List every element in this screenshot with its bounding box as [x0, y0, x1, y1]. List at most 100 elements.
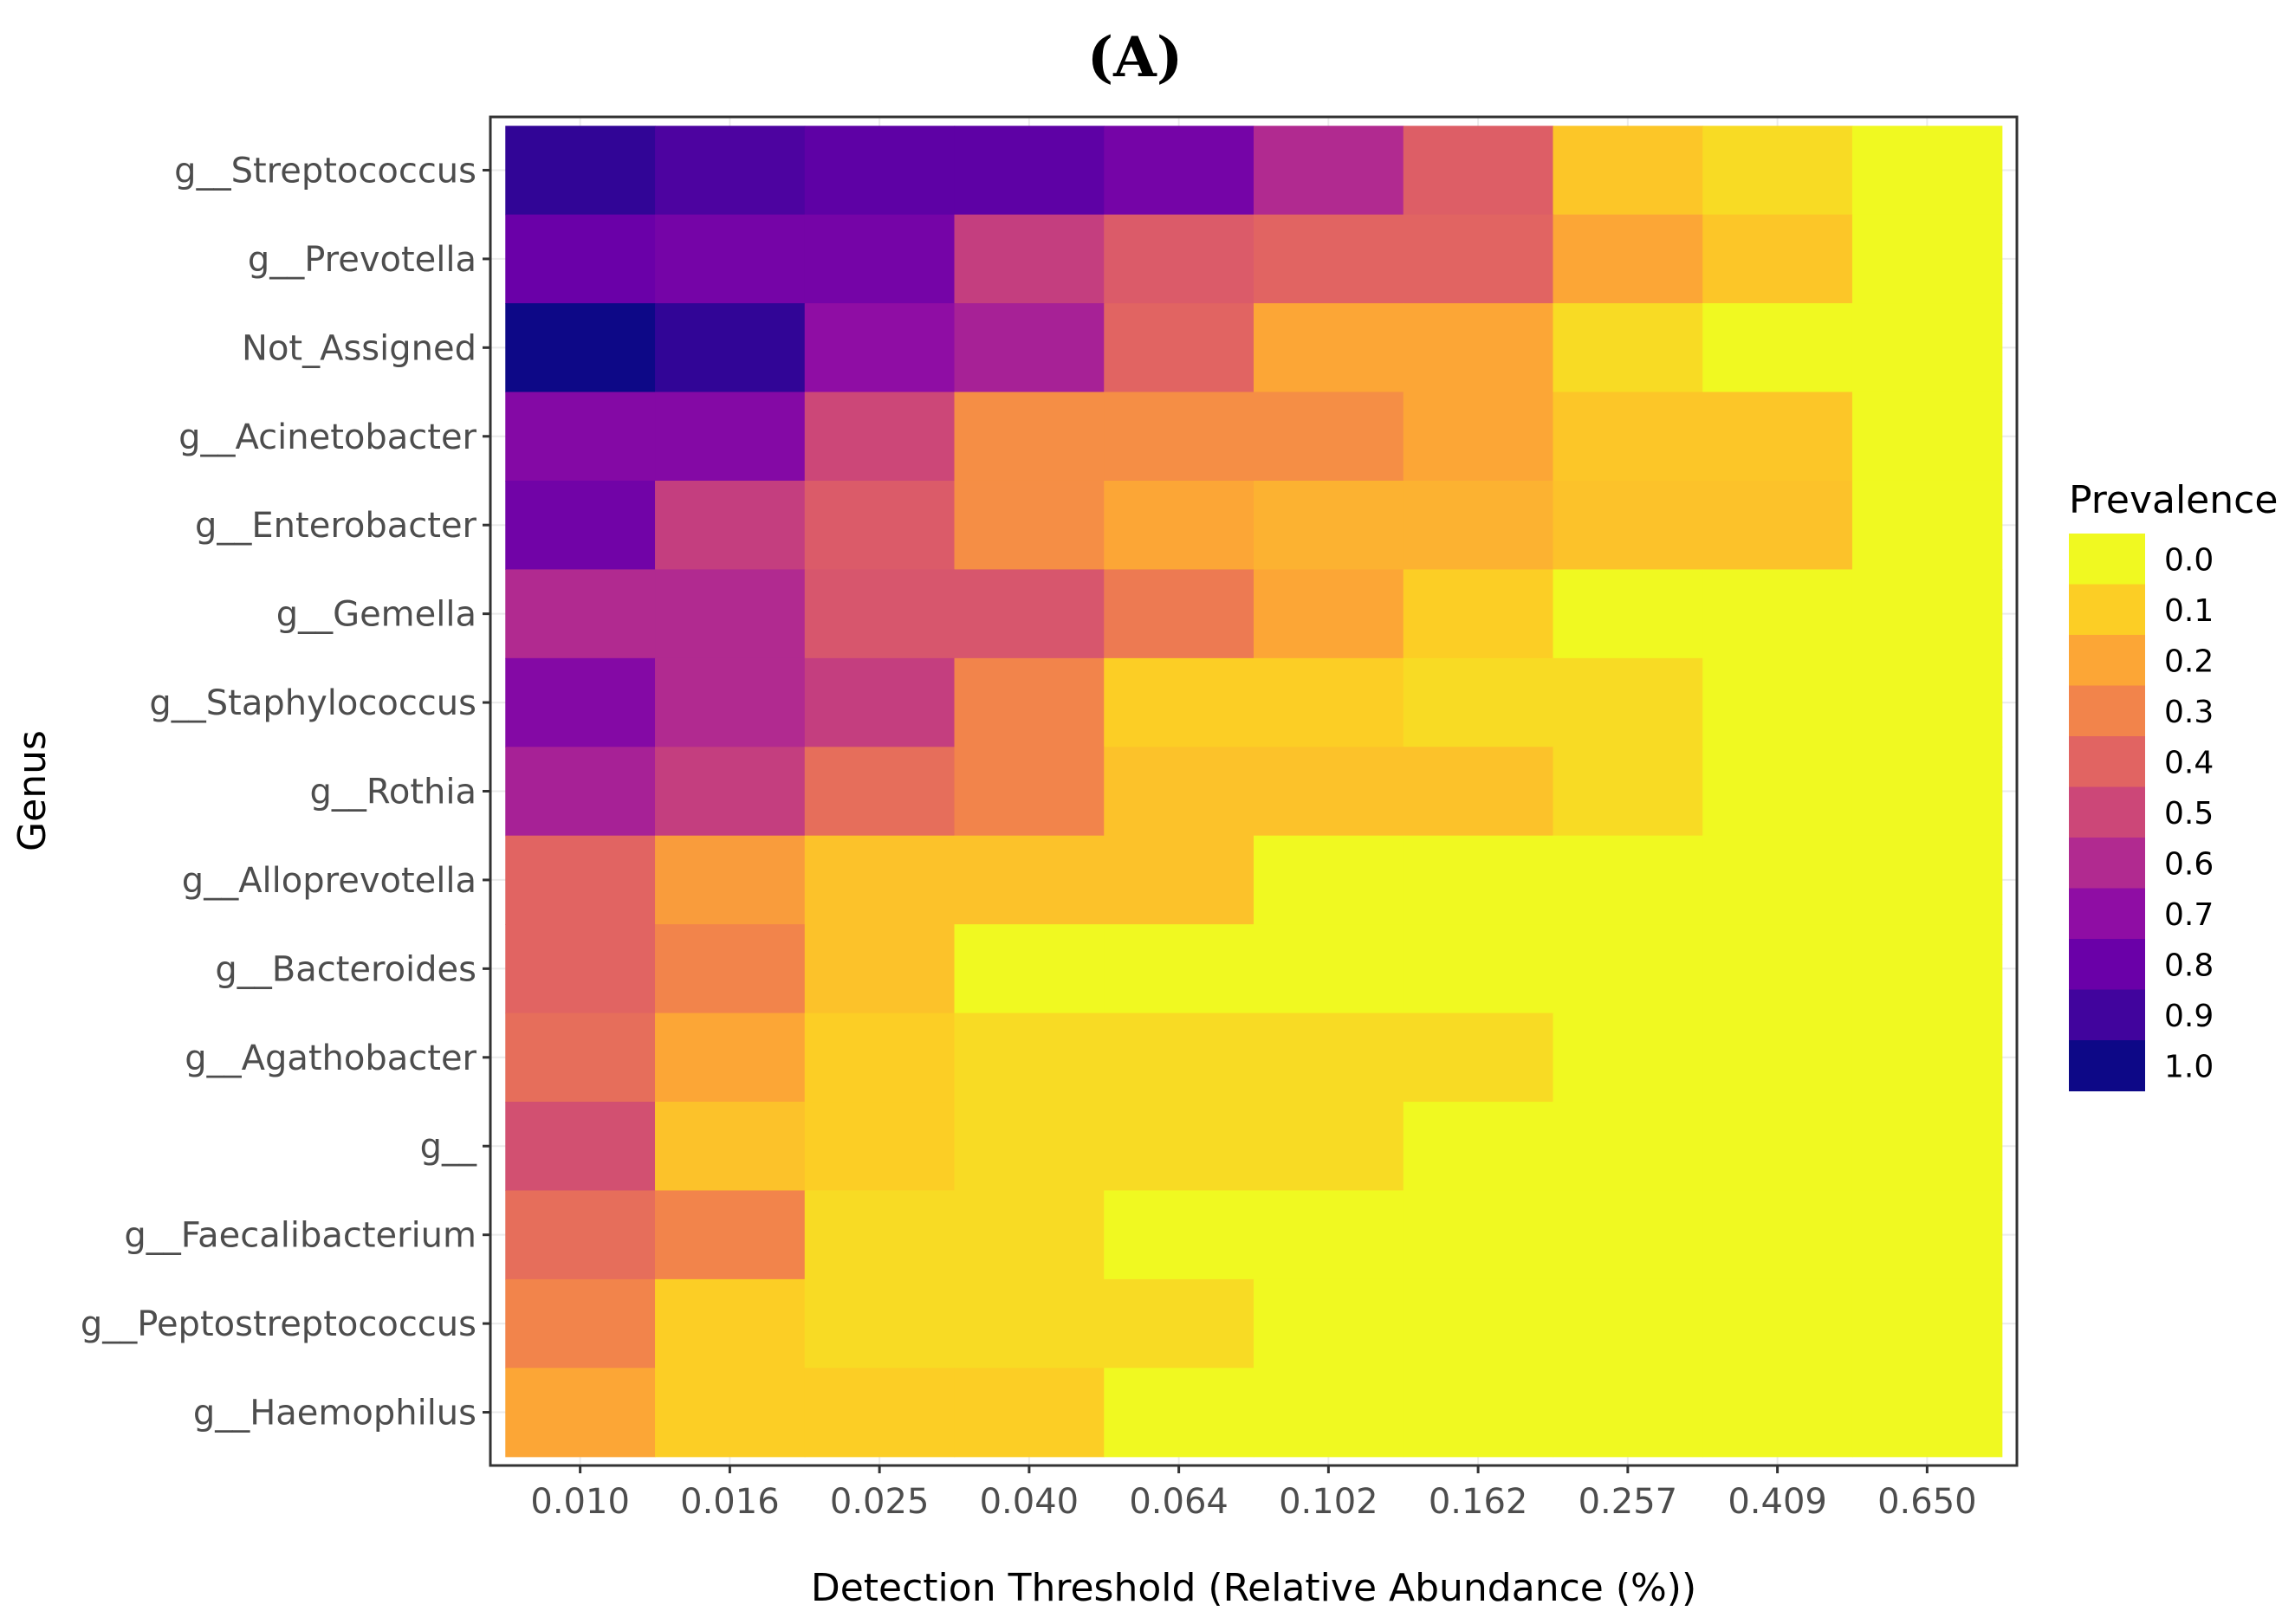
heatmap-cell	[1104, 480, 1254, 571]
y-axis: g__Streptococcus g__Prevotella Not_Assigne…	[81, 151, 490, 1433]
heatmap-cell	[954, 1368, 1105, 1458]
heatmap-cell	[1104, 1368, 1254, 1458]
heatmap-cell	[1254, 569, 1404, 659]
heatmap-cell	[1702, 569, 1853, 659]
legend-label: 0.5	[2164, 796, 2214, 831]
legend-key	[2069, 838, 2145, 889]
heatmap-cell	[1403, 1190, 1554, 1280]
heatmap-cell	[655, 657, 806, 747]
heatmap-cell	[954, 835, 1105, 925]
heatmap-cell	[1851, 924, 2003, 1014]
heatmap-cell	[1254, 126, 1404, 216]
heatmap-cell	[954, 391, 1105, 482]
heatmap-cell	[1254, 480, 1404, 571]
heatmap-cell	[804, 126, 956, 216]
heatmap-cell	[804, 835, 956, 925]
heatmap-cell	[1104, 126, 1254, 216]
heatmap-cell	[1104, 214, 1254, 304]
heatmap-cell	[1553, 1190, 1703, 1280]
heatmap-cell	[954, 747, 1105, 837]
heatmap-cell	[505, 1190, 656, 1280]
heatmap-cell	[1553, 569, 1703, 659]
heatmap-cell	[1702, 391, 1853, 482]
legend-key	[2069, 685, 2145, 737]
heatmap-cell	[1403, 1102, 1554, 1192]
heatmap-cell	[1403, 657, 1554, 747]
heatmap-cells	[505, 126, 2003, 1458]
heatmap-cell	[1104, 391, 1254, 482]
heatmap-cell	[1702, 214, 1853, 304]
y-tick-label: g__	[420, 1127, 477, 1167]
heatmap-cell	[505, 657, 656, 747]
heatmap-cell	[954, 657, 1105, 747]
x-tick-label: 0.064	[1129, 1482, 1229, 1522]
heatmap-cell	[1851, 1013, 2003, 1103]
heatmap-cell	[1553, 1278, 1703, 1368]
x-axis-title: Detection Threshold (Relative Abundance …	[811, 1566, 1696, 1610]
heatmap-cell	[1553, 835, 1703, 925]
heatmap-cell	[1851, 569, 2003, 659]
legend-label: 0.7	[2164, 897, 2214, 933]
heatmap-cell	[1702, 1102, 1853, 1192]
x-tick-label: 0.257	[1579, 1482, 1678, 1522]
heatmap-cell	[804, 1368, 956, 1458]
heatmap-cell	[804, 480, 956, 571]
heatmap-cell	[954, 569, 1105, 659]
legend-key	[2069, 939, 2145, 990]
legend-key	[2069, 1040, 2145, 1091]
heatmap-cell	[655, 835, 806, 925]
heatmap-cell	[1553, 480, 1703, 571]
heatmap-cell	[1702, 480, 1853, 571]
heatmap-cell	[655, 480, 806, 571]
heatmap-cell	[954, 214, 1105, 304]
legend-key	[2069, 534, 2145, 585]
heatmap-cell	[1403, 924, 1554, 1014]
heatmap-cell	[1104, 1278, 1254, 1368]
heatmap-cell	[505, 747, 656, 837]
legend-key	[2069, 989, 2145, 1041]
legend-label: 0.2	[2164, 644, 2214, 679]
heatmap-cell	[505, 126, 656, 216]
heatmap-cell	[804, 569, 956, 659]
heatmap-cell	[804, 924, 956, 1014]
heatmap-cell	[1403, 747, 1554, 837]
y-tick-label: g__Acinetobacter	[178, 417, 477, 457]
heatmap-cell	[1553, 214, 1703, 304]
y-axis-title: Genus	[10, 730, 55, 851]
heatmap-cell	[1553, 924, 1703, 1014]
heatmap-cell	[655, 391, 806, 482]
heatmap-cell	[1104, 657, 1254, 747]
heatmap-cell	[1851, 214, 2003, 304]
heatmap-cell	[804, 391, 956, 482]
heatmap-cell	[1254, 391, 1404, 482]
x-tick-label: 0.102	[1279, 1482, 1378, 1522]
heatmap-cell	[1254, 924, 1404, 1014]
x-tick-label: 0.016	[680, 1482, 780, 1522]
x-tick-label: 0.025	[830, 1482, 930, 1522]
heatmap-cell	[804, 303, 956, 393]
heatmap-cell	[1702, 1368, 1853, 1458]
y-tick-label: g__Faecalibacterium	[124, 1216, 477, 1256]
heatmap-cell	[1104, 1190, 1254, 1280]
y-tick-label: g__Prevotella	[248, 240, 477, 280]
heatmap-cell	[505, 391, 656, 482]
legend-title: Prevalence	[2069, 478, 2278, 522]
heatmap-cell	[1851, 1102, 2003, 1192]
x-axis: 0.010 0.016 0.025 0.040 0.064 0.102 0.162 0.257…	[530, 1465, 1977, 1522]
heatmap-cell	[655, 747, 806, 837]
heatmap-cell	[655, 1102, 806, 1192]
heatmap-cell	[1254, 214, 1404, 304]
legend-label: 0.1	[2164, 593, 2214, 629]
heatmap-cell	[1104, 303, 1254, 393]
heatmap-cell	[1851, 1190, 2003, 1280]
heatmap-cell	[1104, 747, 1254, 837]
heatmap-cell	[1851, 835, 2003, 925]
heatmap-cell	[505, 480, 656, 571]
heatmap-cell	[1403, 835, 1554, 925]
heatmap-cell	[1851, 126, 2003, 216]
heatmap-cell	[1702, 126, 1853, 216]
heatmap-cell	[1403, 480, 1554, 571]
y-tick-label: g__Bacteroides	[215, 949, 477, 989]
heatmap-cell	[505, 924, 656, 1014]
